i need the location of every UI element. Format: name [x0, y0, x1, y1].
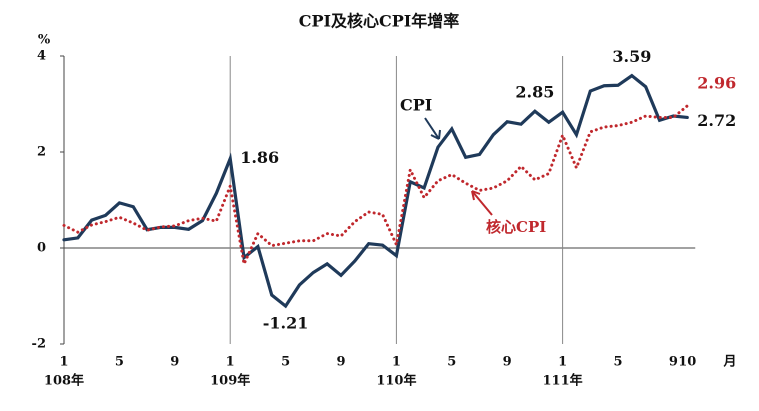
- x-tick-label: 1: [558, 355, 567, 370]
- series-line: [62, 104, 689, 269]
- x-tick-label: 5: [281, 355, 290, 370]
- x-tick-label: 9: [336, 355, 345, 370]
- y-tick-label: 4: [37, 49, 46, 64]
- y-tick-label: -2: [32, 337, 46, 352]
- year-label: 110年: [376, 373, 416, 389]
- x-tick-label: 9: [503, 355, 512, 370]
- data-label: 1.86: [240, 148, 279, 167]
- x-tick-label: 5: [447, 355, 456, 370]
- x-unit: 月: [722, 355, 736, 370]
- data-label: 2.85: [515, 83, 554, 102]
- year-label: 111年: [543, 373, 583, 389]
- x-tick-label: 9: [669, 355, 678, 370]
- x-tick-label: 1: [392, 355, 401, 370]
- x-tick-label: 5: [115, 355, 124, 370]
- x-tick-label: 1: [226, 355, 235, 370]
- arrow: [424, 117, 440, 140]
- x-tick-label: 1: [59, 355, 68, 370]
- arrow: [471, 190, 493, 216]
- x-tick-label: 5: [613, 355, 622, 370]
- data-label: -1.21: [263, 314, 309, 333]
- arrow-head: [430, 129, 441, 140]
- year-label: 108年: [44, 373, 84, 389]
- year-label: 109年: [210, 373, 250, 389]
- y-tick-label: 0: [37, 241, 46, 256]
- data-label: 2.72: [697, 111, 736, 130]
- y-unit: %: [38, 33, 51, 48]
- y-tick-label: 2: [37, 145, 46, 160]
- series-line: [62, 73, 689, 309]
- data-label: 2.96: [697, 73, 736, 92]
- x-tick-label: 9: [170, 355, 179, 370]
- data-label: 3.59: [612, 47, 651, 66]
- chart-title: CPI及核心CPI年增率: [299, 12, 460, 31]
- arrow-head: [471, 190, 481, 201]
- x-tick-label: 10: [678, 355, 696, 370]
- series-label: 核心CPI: [486, 218, 546, 236]
- series-label: CPI: [400, 96, 432, 115]
